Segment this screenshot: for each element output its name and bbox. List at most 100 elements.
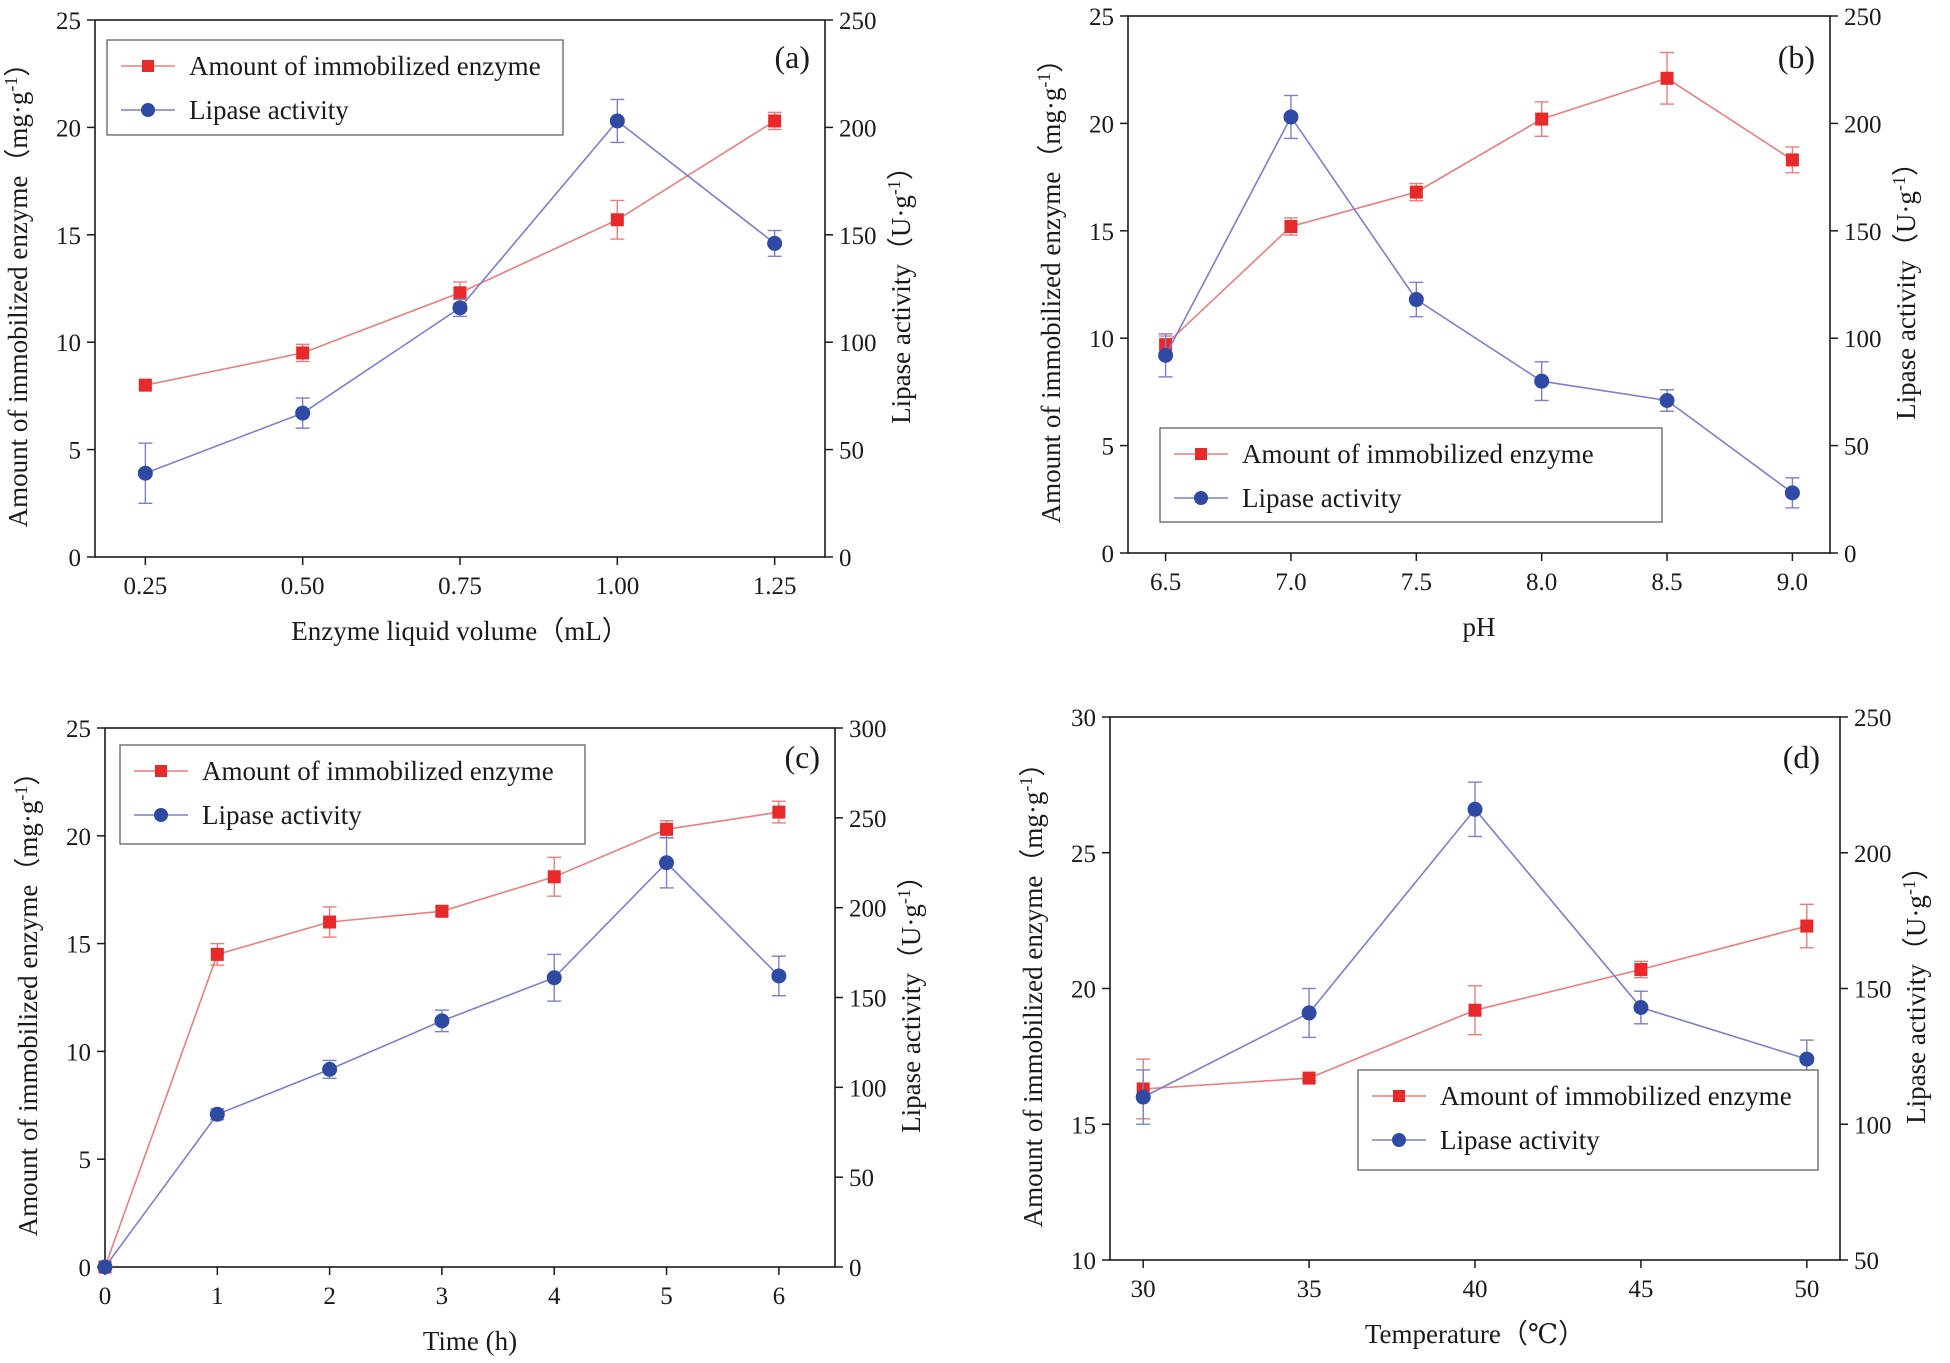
y-right-label-tail: ） [1901,853,1931,880]
y-left-tick-label: 10 [1071,1248,1096,1275]
y-left-label-sup: -1 [11,786,31,801]
y-right-axis-label: Lipase activity（U·g-1） [1899,853,1931,1124]
legend-marker-square [155,765,167,777]
data-point-circle [659,855,675,871]
y-left-label-main: Amount of immobilized enzyme（mg·g [1018,792,1048,1228]
y-right-tick-label: 150 [839,223,877,250]
series-line [145,120,776,386]
y-left-tick-label: 20 [1071,977,1096,1004]
legend-entry: Lipase activity [1242,483,1402,513]
legend-box [119,744,586,845]
legend-entry: Lipase activity [202,800,362,830]
data-point-square [1535,112,1549,126]
y-left-tick-label: 0 [69,545,82,572]
chart-panel-a: 0.25 0.50 0.75 1.00 1.2505101520250501001502… [1,8,916,646]
series-lipase [1158,94,1800,509]
legend-entry: Amount of immobilized enzyme [189,51,541,81]
y-right-tick-label: 200 [849,896,887,923]
y-left-tick-label: 30 [1071,705,1096,732]
x-tick-label: 1.25 [753,573,797,600]
y-right-label-sup: -1 [1899,880,1919,895]
series-line [104,861,780,1268]
series-line [1164,115,1793,494]
x-axis-label: Time (h) [423,1326,517,1356]
y-left-label-main: Amount of immobilized enzyme（mg·g [3,92,33,528]
legend-entry: Lipase activity [1440,1125,1600,1155]
data-point-circle [767,235,783,251]
y-right-tick-label: 250 [849,806,887,833]
y-left-axis-label: Amount of immobilized enzyme（mg·g-1） [1,50,33,528]
panel-label: (d) [1783,739,1820,775]
data-point-square [296,346,310,360]
y-left-tick-label: 15 [56,223,81,250]
series-lipase [97,836,787,1275]
x-tick-label: 6.5 [1150,569,1181,596]
y-left-tick-label: 20 [56,115,81,142]
legend: Amount of immobilized enzyme Lipase activ… [1357,1069,1819,1171]
x-tick-label: 8.5 [1651,569,1682,596]
x-tick-label: 1 [211,1283,224,1310]
legend-entry: Lipase activity [189,95,349,125]
legend-marker-circle [1392,1133,1406,1147]
y-left-tick-label: 10 [56,330,81,357]
y-right-label-main: Lipase activity（U·g [886,195,916,424]
legend: Amount of immobilized enzyme Lipase activ… [119,744,586,845]
legend-marker-square [142,60,154,72]
y-left-tick-label: 5 [69,438,82,465]
y-left-label-main: Amount of immobilized enzyme（mg·g [13,801,43,1237]
data-point-circle [322,1061,338,1077]
y-right-label-sup: -1 [894,889,914,904]
y-right-tick-label: 150 [1844,219,1882,246]
data-point-square [610,213,624,227]
data-point-circle [546,970,562,986]
x-tick-label: 50 [1794,1276,1819,1303]
x-tick-label: 40 [1463,1276,1488,1303]
y-left-tick-label: 5 [1102,434,1115,461]
data-point-square [138,378,152,392]
x-tick-label: 30 [1131,1276,1156,1303]
y-right-label-tail: ） [896,862,926,889]
series-amount [98,800,786,1274]
legend-box [106,39,564,136]
panel-label: (c) [784,739,820,775]
data-point-square [772,805,786,819]
y-left-label-tail: ） [1036,46,1066,73]
y-left-axis-label: Amount of immobilized enzyme（mg·g-1） [1034,46,1066,524]
x-axis-label: Enzyme liquid volume（mL） [291,616,628,646]
y-left-label-sup: -1 [1034,73,1054,88]
y-left-tick-label: 25 [1089,4,1114,31]
y-left-tick-label: 10 [1089,326,1114,353]
data-point-circle [1534,373,1550,389]
x-tick-label: 4 [548,1283,561,1310]
data-point-circle [97,1259,113,1275]
data-point-circle [452,300,468,316]
y-left-axis-label: Amount of immobilized enzyme（mg·g-1） [1016,750,1048,1228]
y-right-tick-label: 0 [1844,541,1857,568]
series-amount [138,111,782,392]
x-tick-label: 35 [1297,1276,1322,1303]
chart-panel-d: 30 35 40 45 50 10 15 20 25 30 50 100 150 200 250 Temper… [1016,705,1931,1349]
y-right-tick-label: 100 [1854,1112,1892,1139]
data-point-square [1284,220,1298,234]
x-tick-label: 0.50 [281,573,325,600]
data-point-circle [295,405,311,421]
y-left-tick-label: 15 [1071,1112,1096,1139]
y-right-tick-label: 150 [1854,977,1892,1004]
y-left-label-tail: ） [1018,750,1048,777]
y-right-tick-label: 100 [849,1075,887,1102]
y-left-label-main: Amount of immobilized enzyme（mg·g [1036,88,1066,524]
legend-entry: Amount of immobilized enzyme [1242,439,1594,469]
data-point-circle [1659,392,1675,408]
data-point-square [323,915,337,929]
legend-marker-circle [154,808,168,822]
y-right-label-sup: -1 [884,180,904,195]
legend-entry: Amount of immobilized enzyme [1440,1081,1792,1111]
data-point-square [1785,153,1799,167]
y-left-label-sup: -1 [1016,777,1036,792]
x-tick-label: 7.0 [1275,569,1306,596]
legend-marker-square [1195,448,1207,460]
x-tick-label: 6 [773,1283,786,1310]
y-left-label-sup: -1 [1,77,21,92]
data-point-circle [771,968,787,984]
x-tick-label: 45 [1628,1276,1653,1303]
